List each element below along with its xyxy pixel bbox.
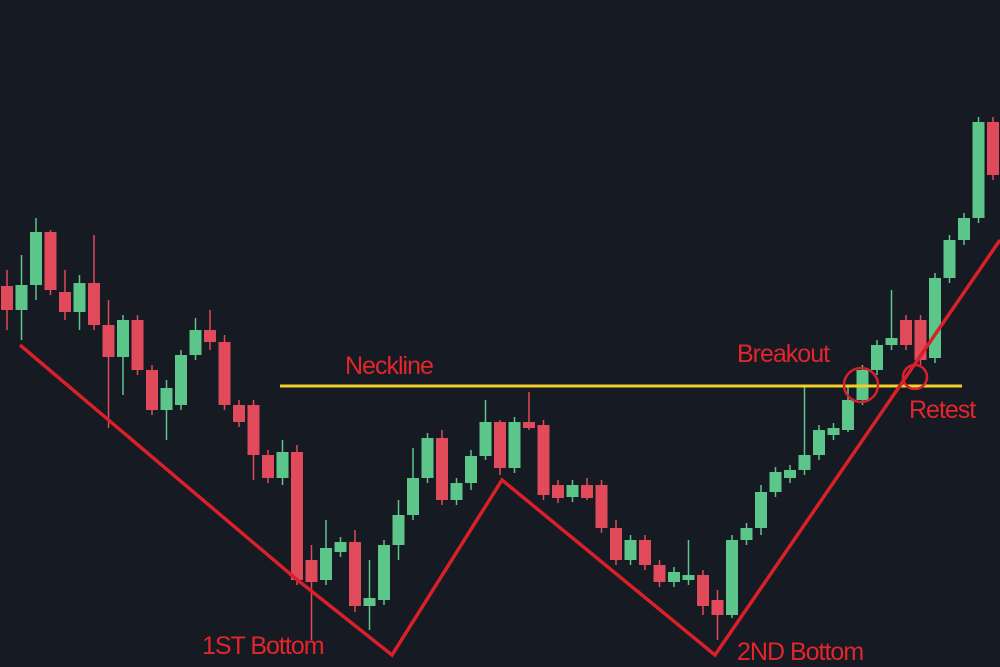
- candle-body: [972, 122, 985, 218]
- candle-body: [305, 560, 318, 582]
- candle-body: [421, 438, 434, 478]
- candle-body: [233, 405, 245, 422]
- candle-body: [842, 400, 854, 430]
- candle-body: [320, 548, 332, 580]
- candle-body: [334, 542, 347, 552]
- candle-body: [218, 342, 231, 405]
- candle-body: [827, 428, 840, 435]
- candle-body: [59, 292, 71, 312]
- candle-body: [668, 572, 680, 582]
- annotation: Neckline: [345, 352, 433, 380]
- candle-body: [436, 438, 448, 500]
- candle-body: [160, 388, 173, 410]
- candle-body: [88, 283, 100, 325]
- candle-body: [117, 320, 129, 357]
- candle-body: [262, 455, 274, 478]
- candle-body: [726, 540, 738, 615]
- candle-body: [276, 452, 289, 478]
- candle-body: [175, 355, 187, 405]
- candle-body: [900, 320, 912, 345]
- candle-body: [653, 565, 666, 582]
- candle-body: [711, 600, 724, 615]
- candle-body: [407, 478, 419, 515]
- candle-body: [291, 452, 303, 580]
- candle-body: [885, 338, 898, 345]
- annotation: 1ST Bottom: [202, 632, 324, 660]
- candle-body: [30, 232, 42, 285]
- candle-body: [494, 422, 506, 468]
- candle-body: [537, 425, 550, 495]
- candle-body: [204, 330, 216, 342]
- candle-body: [363, 598, 376, 606]
- candle-body: [566, 485, 579, 497]
- retest-circle: [901, 363, 929, 391]
- candle-body: [189, 330, 202, 355]
- candle-body: [349, 542, 361, 606]
- candle-body: [958, 218, 970, 240]
- annotation: Retest: [909, 396, 976, 424]
- candle-body: [769, 472, 782, 492]
- candle-body: [15, 285, 28, 310]
- candle-body: [73, 283, 86, 312]
- candle-body: [131, 320, 144, 370]
- candle-body: [581, 485, 593, 498]
- trend-line: [18, 239, 1000, 658]
- candle-body: [508, 422, 521, 468]
- candle-body: [102, 325, 115, 357]
- candle-body: [987, 122, 999, 175]
- candle-body: [871, 345, 883, 370]
- candle-body: [929, 278, 941, 358]
- candle-body: [943, 240, 956, 278]
- candle-body: [1, 286, 13, 310]
- breakout-circle: [842, 366, 880, 404]
- candle-body: [784, 470, 796, 478]
- candle-body: [465, 456, 477, 483]
- candle-body: [639, 540, 651, 565]
- candle-body: [552, 485, 564, 498]
- candle-body: [247, 405, 260, 455]
- annotation: Breakout: [737, 340, 830, 368]
- candle-body: [740, 528, 753, 540]
- annotation: 2ND Bottom: [737, 638, 863, 666]
- candle-body: [624, 540, 637, 560]
- candle-body: [755, 492, 767, 528]
- candle-body: [44, 232, 57, 290]
- candle-body: [146, 370, 158, 410]
- candle-body: [813, 430, 825, 455]
- candle-body: [798, 455, 811, 470]
- candle-body: [697, 575, 709, 606]
- candle-body: [479, 422, 492, 456]
- candle-body: [595, 485, 608, 528]
- candle-body: [610, 528, 622, 560]
- candle-body: [378, 545, 390, 600]
- candle-body: [450, 483, 463, 500]
- candle-body: [523, 422, 535, 428]
- candle-body: [682, 575, 695, 580]
- candle-body: [392, 515, 405, 545]
